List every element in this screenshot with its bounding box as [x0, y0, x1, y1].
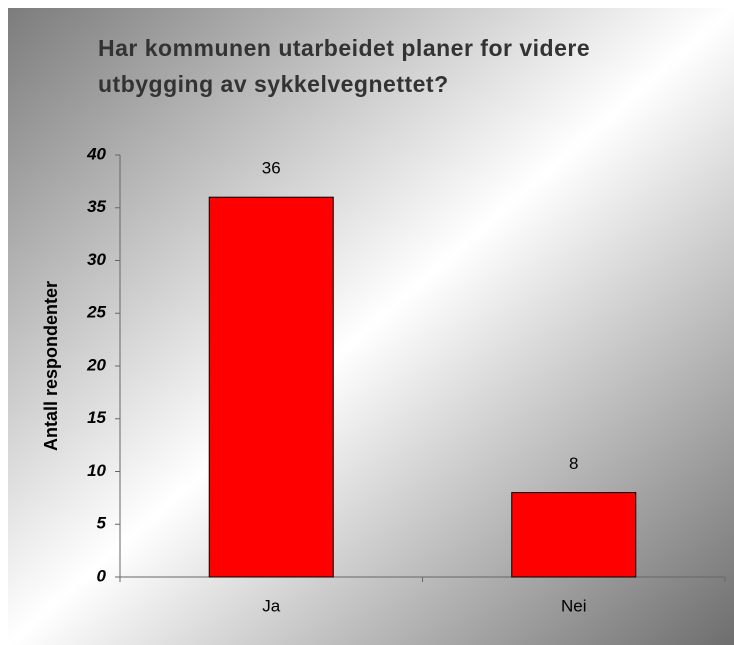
y-tick-label: 30: [87, 250, 106, 269]
chart-title: Har kommunen utarbeidet planer for vider…: [98, 35, 591, 97]
y-tick-label: 15: [87, 408, 106, 427]
y-tick-label: 0: [97, 566, 107, 585]
y-tick-label: 25: [86, 303, 106, 322]
y-axis-label: Antall respondenter: [41, 281, 61, 451]
y-tick-label: 10: [87, 461, 106, 480]
y-tick-label: 20: [86, 355, 106, 374]
y-tick-label: 35: [87, 197, 106, 216]
data-label: 8: [569, 454, 578, 473]
x-tick-label: Ja: [262, 596, 281, 615]
y-tick-label: 40: [86, 144, 106, 163]
x-tick-label: Nei: [561, 596, 587, 615]
data-label: 36: [262, 159, 281, 178]
bar: [511, 492, 637, 578]
bar: [208, 196, 334, 578]
y-tick-label: 5: [97, 514, 107, 533]
